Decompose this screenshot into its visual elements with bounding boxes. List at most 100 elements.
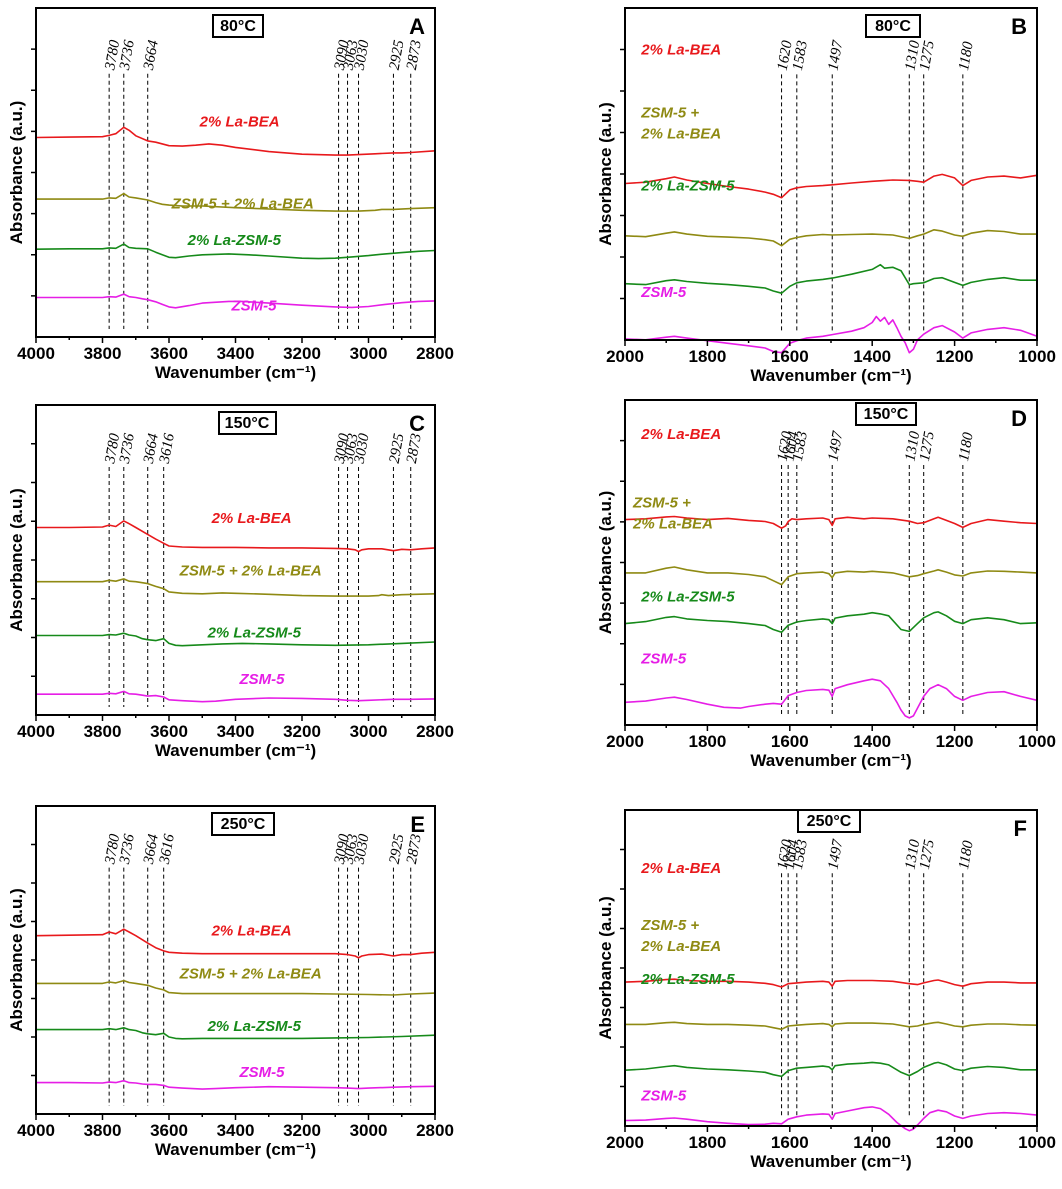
series-label: ZSM-5 + 2% La-BEA bbox=[179, 563, 322, 580]
series-label: ZSM-5 +2% La-BEA bbox=[632, 494, 713, 532]
x-tick-label: 3200 bbox=[283, 344, 321, 363]
peak-annotation: 1275 bbox=[917, 838, 938, 871]
peak-annotation: 2873 bbox=[404, 432, 425, 464]
peak-annotation: 3616 bbox=[157, 432, 178, 466]
series-zsm-5-2-la-bea bbox=[36, 578, 436, 597]
peak-annotation: 1583 bbox=[790, 838, 811, 870]
panel-letter: A bbox=[409, 14, 425, 39]
series-zsm-5-2-la-bea bbox=[36, 192, 436, 212]
series-2-la-zsm-5 bbox=[35, 243, 436, 260]
peak-annotation: 1275 bbox=[917, 39, 938, 72]
peak-annotation: 2873 bbox=[404, 39, 425, 71]
series-label: 2% La-BEA bbox=[640, 41, 721, 58]
series-2-la-bea bbox=[36, 520, 436, 553]
series-label: ZSM-5 +2% La-BEA bbox=[640, 917, 721, 955]
peak-annotation: 1275 bbox=[917, 430, 938, 463]
x-tick-label: 3000 bbox=[350, 722, 388, 741]
series-2-la-bea bbox=[624, 173, 1038, 199]
temperature-box bbox=[855, 402, 917, 426]
x-tick-label: 2000 bbox=[606, 1133, 644, 1152]
x-axis-label: Wavenumber (cm⁻¹) bbox=[750, 751, 911, 770]
series-zsm-5 bbox=[36, 293, 436, 309]
series-label: 2% La-BEA bbox=[640, 426, 721, 443]
x-tick-label: 1400 bbox=[853, 347, 891, 366]
temperature-label: 80°C bbox=[875, 18, 911, 35]
x-tick-label: 3400 bbox=[217, 722, 255, 741]
peak-annotation: 1583 bbox=[790, 39, 811, 71]
temperature-label: 250°C bbox=[221, 816, 266, 833]
series-label: 2% La-ZSM-5 bbox=[187, 232, 282, 249]
series-zsm-5-2-la-bea bbox=[625, 1021, 1038, 1031]
series-label: 2% La-BEA bbox=[199, 113, 280, 130]
peak-annotation: 3030 bbox=[352, 38, 373, 72]
series-2-la-zsm-5 bbox=[624, 611, 1038, 634]
series-2-la-zsm-5 bbox=[624, 1061, 1037, 1078]
x-axis-label: Wavenumber (cm⁻¹) bbox=[155, 1140, 316, 1159]
series-zsm-5-2-la-bea bbox=[36, 979, 436, 996]
temperature-box bbox=[218, 411, 277, 435]
series-zsm-5 bbox=[624, 315, 1038, 354]
x-tick-label: 1200 bbox=[936, 347, 974, 366]
temperature-box bbox=[865, 14, 921, 38]
peak-annotation: 3030 bbox=[352, 432, 373, 466]
temperature-box bbox=[212, 14, 264, 38]
peak-annotation: 3736 bbox=[117, 38, 138, 72]
y-axis-label: Absorbance (a.u.) bbox=[596, 102, 615, 246]
x-tick-label: 1800 bbox=[688, 732, 726, 751]
x-tick-label: 1200 bbox=[936, 1133, 974, 1152]
peak-annotation: 3780 bbox=[102, 432, 123, 466]
temperature-label: 150°C bbox=[864, 406, 909, 423]
peak-annotation: 3030 bbox=[352, 832, 373, 866]
y-axis-label: Absorbance (a.u.) bbox=[7, 888, 26, 1032]
series-label: ZSM-5 bbox=[231, 298, 278, 315]
series-label: ZSM-5 bbox=[640, 1088, 687, 1105]
peak-annotation: 1620 bbox=[775, 838, 796, 871]
x-tick-label: 4000 bbox=[17, 1121, 55, 1140]
x-tick-label: 3400 bbox=[217, 1121, 255, 1140]
x-tick-label: 1000 bbox=[1018, 347, 1056, 366]
series-2-la-bea bbox=[35, 928, 436, 959]
x-tick-label: 3800 bbox=[84, 344, 122, 363]
plot-frame bbox=[35, 404, 436, 716]
x-tick-label: 4000 bbox=[17, 344, 55, 363]
series-2-la-bea bbox=[35, 126, 436, 156]
x-axis-label: Wavenumber (cm⁻¹) bbox=[750, 1152, 911, 1171]
series-label: ZSM-5 bbox=[239, 671, 286, 688]
x-tick-label: 1000 bbox=[1018, 732, 1056, 751]
series-2-la-zsm-5 bbox=[36, 632, 436, 647]
peak-annotation: 2925 bbox=[387, 832, 408, 865]
series-zsm-5 bbox=[36, 690, 436, 703]
peak-annotation: 1583 bbox=[790, 430, 811, 462]
series-2-la-bea bbox=[624, 978, 1037, 988]
x-tick-label: 1800 bbox=[688, 1133, 726, 1152]
peak-annotation: 3090 bbox=[332, 38, 353, 72]
series-label: 2% La-BEA bbox=[640, 860, 721, 877]
peak-annotation: 1604 bbox=[781, 430, 802, 463]
x-tick-label: 3000 bbox=[350, 1121, 388, 1140]
x-tick-label: 1600 bbox=[771, 732, 809, 751]
peak-annotation: 1310 bbox=[902, 430, 923, 463]
y-axis-label: Absorbance (a.u.) bbox=[596, 491, 615, 635]
peak-annotation: 3616 bbox=[157, 832, 178, 866]
x-tick-label: 2800 bbox=[416, 344, 454, 363]
series-label: ZSM-5 bbox=[239, 1064, 286, 1081]
peak-annotation: 3736 bbox=[117, 432, 138, 466]
x-axis-label: Wavenumber (cm⁻¹) bbox=[750, 366, 911, 385]
peak-annotation: 2925 bbox=[387, 38, 408, 71]
series-2-la-zsm-5 bbox=[36, 1027, 436, 1040]
series-label: 2% La-BEA bbox=[211, 510, 292, 527]
peak-annotation: 1497 bbox=[825, 38, 846, 72]
series-zsm-5-2-la-bea bbox=[625, 566, 1038, 586]
x-tick-label: 3800 bbox=[84, 722, 122, 741]
temperature-box bbox=[211, 812, 275, 836]
temperature-box bbox=[797, 809, 861, 833]
peak-annotation: 1497 bbox=[825, 429, 846, 463]
panel-letter: B bbox=[1011, 14, 1027, 39]
series-label: 2% La-ZSM-5 bbox=[640, 178, 735, 195]
peak-annotation: 3664 bbox=[141, 432, 162, 466]
series-label: ZSM-5 + 2% La-BEA bbox=[179, 965, 322, 982]
